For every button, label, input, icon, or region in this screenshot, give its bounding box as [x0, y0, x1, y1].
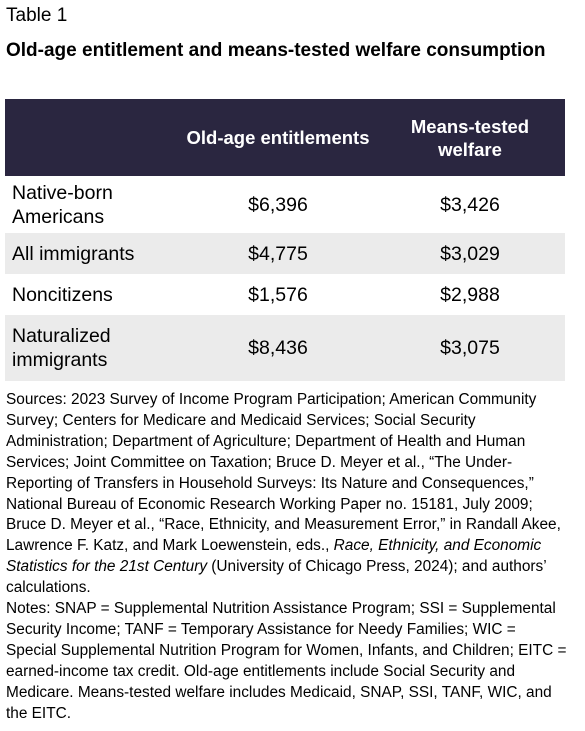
- welfare-value: $3,075: [440, 337, 500, 359]
- row-label: All immigrants: [12, 242, 135, 265]
- row-label: Native-born Americans: [12, 181, 113, 228]
- old-age-value: $4,775: [248, 242, 308, 265]
- header-old-age-entitlements: Old-age entitlements: [186, 127, 370, 148]
- old-age-value: $6,396: [248, 193, 308, 216]
- sources-text: Sources: 2023 Survey of Income Program P…: [6, 391, 561, 555]
- table-header-row: Old-age entitlements Means-tested welfar…: [5, 99, 565, 176]
- table-row: Noncitizens $1,576 $2,988: [5, 274, 565, 315]
- sources-note: Sources: 2023 Survey of Income Program P…: [6, 390, 568, 599]
- welfare-value: $2,988: [440, 283, 500, 306]
- data-table: Old-age entitlements Means-tested welfar…: [5, 99, 565, 381]
- table-row: Naturalized immigrants $8,436 $3,075: [5, 315, 565, 381]
- table-title: Old-age entitlement and means-tested wel…: [6, 40, 546, 61]
- table-label: Table 1: [6, 5, 68, 26]
- header-empty: [5, 99, 181, 176]
- table-row: All immigrants $4,775 $3,029: [5, 233, 565, 274]
- welfare-value: $3,029: [440, 242, 500, 265]
- abbreviations-note: Notes: SNAP = Supplemental Nutrition Ass…: [6, 600, 567, 722]
- header-means-tested-welfare: Means-tested welfare: [410, 115, 530, 160]
- welfare-value: $3,426: [440, 193, 500, 216]
- table-footnotes: Sources: 2023 Survey of Income Program P…: [6, 390, 568, 725]
- row-label: Naturalized immigrants: [12, 325, 111, 371]
- table-row: Native-born Americans $6,396 $3,426: [5, 176, 565, 233]
- old-age-value: $8,436: [248, 337, 308, 359]
- old-age-value: $1,576: [248, 283, 308, 306]
- sources-book-title: Race, Ethnicity, and Economic Statistics…: [6, 537, 542, 576]
- row-label: Noncitizens: [12, 283, 113, 306]
- sources-text-end: (University of Chicago Press, 2024); and…: [6, 558, 547, 597]
